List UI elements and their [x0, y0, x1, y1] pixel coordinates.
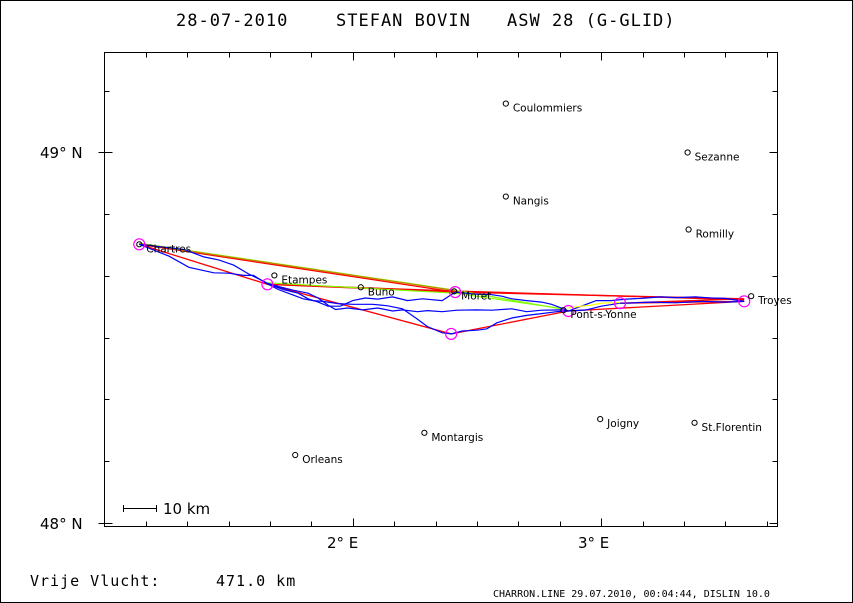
series-yellow-seg	[568, 301, 621, 309]
city-label: Pont-s-Yonne	[570, 309, 636, 321]
series-track-3	[267, 283, 456, 307]
plot-frame	[104, 52, 778, 527]
city-label: Montargis	[431, 432, 483, 444]
city-label: Troyes	[757, 295, 792, 307]
turnpoint-marker	[562, 304, 575, 318]
series-track-5	[455, 291, 569, 312]
city-marker	[136, 241, 143, 248]
city-label: Moret	[461, 290, 491, 302]
turnpoints	[133, 238, 751, 341]
city-marker	[271, 272, 278, 279]
city-label: St.Florentin	[702, 422, 762, 434]
city-label: Coulommiers	[513, 103, 582, 115]
title-date: 28-07-2010	[176, 11, 288, 31]
city-label: Etampes	[281, 274, 327, 286]
city-marker	[502, 100, 509, 107]
city-marker	[597, 416, 604, 423]
scale-bar-label: 10 km	[163, 500, 210, 518]
axis-labels: 49° N 48° N 2° E 3° E	[40, 144, 609, 552]
y-tick-label-48: 48° N	[40, 515, 83, 533]
city-marker	[502, 193, 509, 200]
turnpoint-marker	[738, 295, 751, 308]
city-marker	[292, 451, 299, 459]
city-marker	[357, 284, 364, 291]
turnpoint-marker	[133, 238, 146, 251]
turnpoint-marker	[445, 327, 458, 341]
city-label: Orleans	[302, 454, 343, 466]
turnpoint-marker	[613, 297, 627, 310]
cities: Coulommiers Sezanne Nangis Romilly Chartres E…	[136, 100, 792, 466]
title-glider: ASW 28 (G-GLID)	[507, 11, 676, 31]
series-leg-alt	[139, 243, 456, 292]
series-optimized-2	[267, 282, 564, 310]
city-label: Joigny	[606, 418, 639, 430]
city-marker	[560, 307, 567, 314]
city-marker	[685, 226, 692, 233]
city-marker	[451, 288, 458, 295]
credit-line: CHARRON.LINE 29.07.2010, 00:04:44, DISLI…	[493, 589, 770, 600]
city-label: Nangis	[513, 196, 549, 208]
city-label: Buno	[368, 286, 395, 298]
series-track	[139, 243, 569, 313]
city-label: Sezanne	[695, 151, 740, 163]
y-tick-label-49: 49° N	[40, 144, 83, 162]
distance-value: 471.0 km	[216, 572, 296, 590]
title-pilot: STEFAN BOVIN	[336, 11, 471, 31]
city-label: Romilly	[696, 229, 734, 241]
turnpoint-marker	[261, 278, 274, 291]
x-tick-label-2: 2° E	[327, 534, 358, 552]
distance-label: Vrije Vlucht:	[30, 572, 160, 590]
city-marker	[421, 429, 428, 436]
city-label: Chartres	[146, 243, 191, 255]
scale-bar: 10 km	[123, 500, 210, 518]
flight-series	[139, 242, 745, 335]
city-marker	[691, 419, 698, 426]
series-track-2	[139, 243, 569, 335]
axis-ticks	[98, 52, 778, 527]
turnpoint-marker	[449, 285, 462, 299]
city-marker	[684, 149, 691, 156]
x-tick-label-3: 3° E	[578, 534, 609, 552]
city-marker	[748, 293, 755, 300]
